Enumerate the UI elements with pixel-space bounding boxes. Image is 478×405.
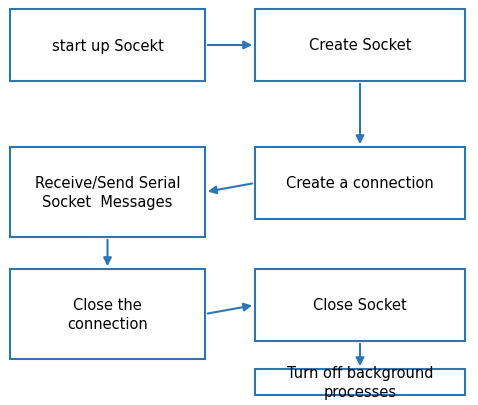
- Text: Close the
connection: Close the connection: [67, 297, 148, 332]
- Bar: [10, 269, 205, 359]
- Bar: [255, 369, 465, 395]
- Bar: [255, 148, 465, 220]
- Text: Create a connection: Create a connection: [286, 176, 434, 191]
- Text: Close Socket: Close Socket: [313, 298, 407, 313]
- Bar: [10, 148, 205, 237]
- Bar: [255, 269, 465, 341]
- Bar: [10, 10, 205, 82]
- Text: Turn off background
processes: Turn off background processes: [287, 364, 433, 399]
- Text: Create Socket: Create Socket: [309, 38, 411, 53]
- Bar: [255, 10, 465, 82]
- Text: Receive/Send Serial
Socket  Messages: Receive/Send Serial Socket Messages: [35, 175, 180, 210]
- Text: start up Socekt: start up Socekt: [52, 38, 163, 53]
